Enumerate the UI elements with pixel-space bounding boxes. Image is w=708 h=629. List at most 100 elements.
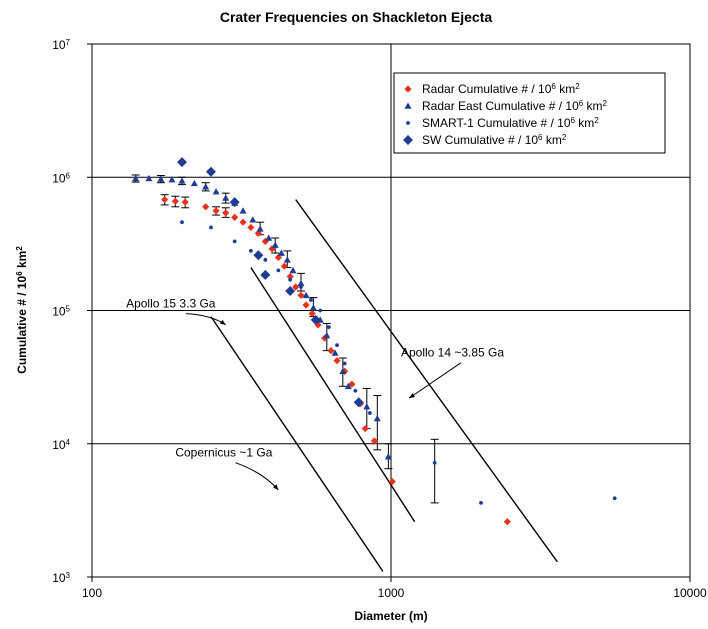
legend-label-main: Radar East Cumulative # / 10	[422, 99, 579, 113]
annotation-label: Copernicus ~1 Ga	[175, 446, 272, 460]
annotation-arrow	[235, 462, 279, 491]
series-2	[132, 174, 392, 460]
legend-item-2: Radar East Cumulative # / 106 km2	[404, 99, 608, 113]
legend-label: SMART-1 Cumulative # / 106 km2	[422, 116, 599, 131]
data-point	[503, 518, 511, 526]
data-point	[299, 285, 303, 289]
series-3	[180, 220, 617, 505]
legend-label-unit: km	[575, 116, 594, 130]
data-point	[280, 262, 288, 270]
data-point	[181, 198, 189, 206]
legend-item-3: SMART-1 Cumulative # / 106 km2	[406, 116, 599, 131]
legend-label: Radar Cumulative # / 106 km2	[422, 82, 580, 97]
annotation-arrowhead	[272, 484, 279, 490]
legend-label-exp: 6	[579, 99, 584, 108]
data-point	[212, 188, 220, 195]
data-point	[180, 220, 184, 225]
x-axis-title: Diameter (m)	[354, 609, 427, 623]
data-point	[276, 268, 281, 273]
data-point	[283, 256, 291, 263]
data-points	[132, 157, 617, 526]
data-point	[249, 249, 253, 253]
y-axis-title-main: Cumulative # / 10	[15, 275, 29, 373]
data-point	[202, 183, 210, 190]
data-point	[222, 209, 230, 217]
y-tick-exp: 4	[66, 437, 71, 446]
legend-label-unit-exp: 2	[575, 82, 580, 91]
data-point	[202, 203, 210, 211]
data-point	[370, 437, 379, 445]
annotation-label: Apollo 14 ~3.85 Ga	[401, 346, 504, 360]
legend-label-main: Radar Cumulative # / 10	[422, 82, 552, 96]
y-tick-base: 10	[52, 38, 66, 52]
data-point	[212, 207, 220, 215]
legend-label-unit-exp: 2	[603, 99, 608, 108]
data-point	[612, 496, 617, 501]
data-point	[239, 218, 247, 226]
data-point	[132, 174, 140, 182]
y-tick-exp: 3	[66, 571, 71, 580]
data-point	[297, 279, 305, 287]
legend-item-4: SW Cumulative # / 106 km2	[403, 133, 567, 147]
data-point	[361, 424, 369, 433]
legend-label-unit: km	[543, 133, 562, 147]
annotation: Copernicus ~1 Ga	[175, 446, 279, 491]
data-point	[432, 460, 437, 465]
annotation-label: Apollo 15 3.3 Ga	[126, 297, 216, 311]
series-4	[177, 157, 364, 408]
data-point	[178, 177, 186, 184]
data-point	[177, 157, 188, 168]
legend-marker	[406, 121, 410, 125]
legend-label-unit-exp: 2	[594, 116, 599, 125]
y-axis-title-exp: 6	[15, 271, 24, 276]
y-tick-label: 103	[52, 571, 70, 586]
legend-label-unit-exp: 2	[562, 133, 567, 142]
annotations: Apollo 14 ~3.85 Ga Apollo 15 3.3 Ga Copern…	[126, 297, 504, 491]
data-point	[157, 175, 165, 182]
data-point	[335, 343, 339, 347]
data-point	[231, 213, 239, 221]
y-axis-title-unit: km	[15, 251, 29, 272]
data-point	[353, 397, 364, 408]
data-point	[253, 250, 264, 261]
reference-line	[295, 199, 558, 563]
data-point	[277, 249, 285, 256]
data-point	[274, 253, 282, 262]
x-tick-label: 100	[82, 586, 102, 600]
y-axis-title-unit-exp: 2	[15, 246, 24, 251]
data-point	[309, 304, 317, 311]
legend-label-main: SMART-1 Cumulative # / 10	[422, 116, 571, 130]
y-axis-title: Cumulative # / 106 km2	[15, 246, 30, 374]
data-point	[331, 349, 339, 356]
data-point	[333, 357, 341, 365]
data-point	[265, 234, 273, 241]
reference-lines	[210, 199, 558, 572]
data-point	[232, 239, 237, 244]
legend-item-1: Radar Cumulative # / 106 km2	[404, 82, 580, 97]
legend-label-unit: km	[556, 82, 575, 96]
data-point	[247, 223, 255, 232]
legend-marker	[404, 85, 412, 93]
x-axis-ticks: 100 1000 10000	[82, 577, 707, 600]
data-point	[286, 272, 294, 281]
data-point	[327, 347, 335, 355]
legend-marker	[404, 102, 412, 109]
data-point	[145, 174, 153, 182]
data-point	[168, 176, 176, 183]
data-point	[171, 197, 179, 205]
data-point	[205, 166, 216, 177]
data-point	[308, 309, 316, 318]
data-point	[327, 325, 331, 330]
data-point	[309, 298, 313, 302]
legend-label-unit: km	[583, 99, 602, 113]
data-point	[310, 314, 321, 325]
reference-line	[210, 316, 384, 572]
annotation: Apollo 14 ~3.85 Ga	[401, 346, 504, 399]
data-point	[344, 382, 352, 390]
data-point	[249, 216, 257, 223]
data-point	[190, 179, 198, 187]
data-point	[256, 225, 264, 232]
data-point	[302, 301, 310, 309]
